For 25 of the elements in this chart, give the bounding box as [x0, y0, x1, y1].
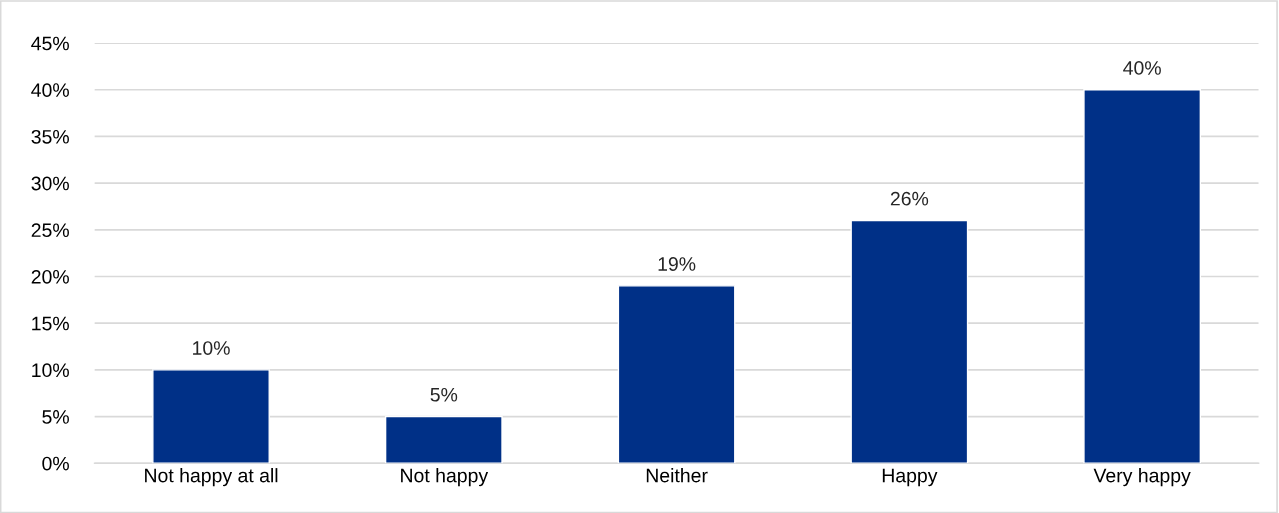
bar — [1083, 89, 1202, 464]
bar — [384, 415, 503, 464]
x-tick-label: Not happy — [401, 468, 489, 487]
x-tick-label: Happy — [882, 468, 938, 487]
y-tick-label: 20% — [31, 269, 69, 284]
y-tick-label: 0% — [42, 456, 69, 471]
bar — [850, 219, 969, 464]
y-tick-label: 5% — [42, 410, 69, 424]
x-tick-label: Very happy — [1093, 468, 1191, 487]
data-label: 26% — [890, 191, 929, 206]
y-tick-label: 40% — [31, 83, 69, 98]
data-label: 10% — [193, 341, 230, 355]
bar — [152, 369, 270, 464]
y-tick-label: 15% — [32, 316, 69, 331]
data-label: 40% — [1123, 61, 1161, 75]
y-tick-label: 30% — [31, 176, 69, 191]
data-label: 5% — [430, 387, 458, 402]
y-tick-label: 45% — [31, 36, 69, 51]
y-tick-label: 35% — [31, 129, 69, 144]
y-tick-label: 25% — [31, 223, 69, 238]
x-tick-label: Not happy at all — [145, 468, 278, 487]
x-tick-label: Neither — [646, 468, 708, 483]
bar — [617, 285, 736, 464]
data-label: 19% — [658, 257, 696, 271]
y-tick-label: 10% — [32, 363, 69, 378]
